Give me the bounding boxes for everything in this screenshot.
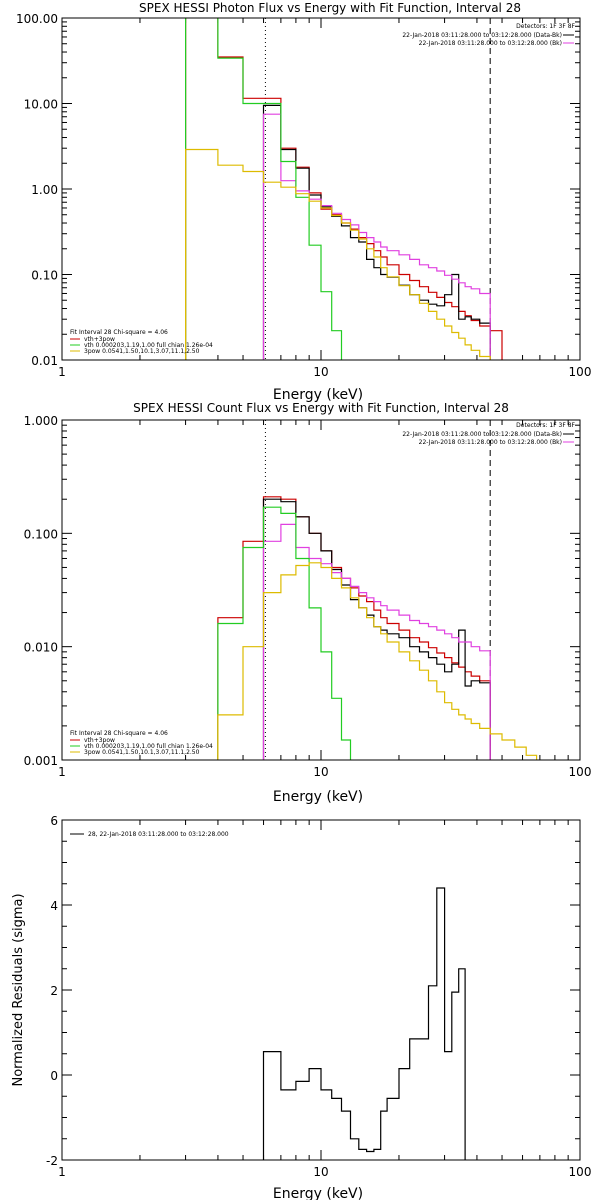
photon-ytick-label: 1.00 [31, 183, 58, 197]
count-header-line-1: Detectors: 1F 3F 8F [516, 422, 575, 429]
count-frame [61, 419, 581, 761]
photon-plot-area: 1 10 100 0.01 0.10 1.00 10.00 100.00 [16, 12, 592, 379]
photon-title: SPEX HESSI Photon Flux vs Energy with Fi… [139, 1, 521, 15]
photon-series-1 [262, 104, 491, 360]
residuals-xtick-label: 10 [313, 1165, 328, 1179]
residuals-xlabel: Energy (keV) [273, 1186, 363, 1200]
count-series-4 [217, 562, 538, 760]
count-header-line-2: 22-Jan-2018 03:11:28.000 to 03:12:28.000… [402, 431, 562, 438]
photon-xlabel: Energy (keV) [273, 387, 363, 403]
count-ytick-label: 0.010 [24, 641, 58, 655]
residuals-xtick-label: 1 [58, 1165, 66, 1179]
count-title: SPEX HESSI Count Flux vs Energy with Fit… [133, 401, 509, 415]
residuals-legend-line-1: 28, 22-Jan-2018 03:11:28.000 to 03:12:28… [88, 831, 229, 838]
count-legend-line-1: Fit Interval 28 Chi-square = 4.06 [70, 730, 168, 737]
count-series-0 [217, 496, 491, 760]
photon-ytick-label: 0.01 [31, 354, 58, 368]
photon-xtick-label: 100 [569, 365, 592, 379]
photon-ytick-label: 0.10 [31, 269, 58, 283]
photon-header-line-3: 22-Jan-2018 03:11:28.000 to 03:12:28.000… [419, 40, 562, 47]
count-legend-line-4: 3pow 0.0541,1.50,10.1,3.07,11.1,2.50 [84, 749, 200, 756]
count-xtick-label: 10 [313, 765, 328, 779]
photon-legend-line-4: 3pow 0.0541,1.50,10.1,3.07,11.1,2.50 [84, 348, 200, 355]
residuals-ytick-label: 4 [50, 899, 58, 913]
residuals-xtick-label: 100 [569, 1165, 592, 1179]
count-xlabel: Energy (keV) [273, 789, 363, 805]
count-series-3 [217, 506, 352, 760]
residuals-frame [61, 819, 581, 1161]
photon-series-2 [262, 113, 491, 360]
photon-legend-line-2: vth+3pow [84, 336, 115, 343]
residuals-ytick-label: 0 [50, 1069, 58, 1083]
photon-legend-line-3: vth 0.000203,1.19,1.00 full chian 1.26e-… [84, 342, 213, 349]
count-xtick-label: 100 [569, 765, 592, 779]
count-ytick-label: 1.000 [24, 414, 58, 428]
photon-header-line-1: Detectors: 1F 3F 8F [516, 23, 575, 30]
photon-xtick-label: 1 [58, 365, 66, 379]
count-xtick-label: 1 [58, 765, 66, 779]
count-ytick-label: 0.001 [24, 754, 58, 768]
count-header-line-3: 22-Jan-2018 03:11:28.000 to 03:12:28.000… [419, 439, 562, 446]
photon-xtick-label: 10 [313, 365, 328, 379]
residuals-ylabel: Normalized Residuals (sigma) [11, 893, 26, 1086]
count-ytick-label: 0.100 [24, 527, 58, 541]
count-plot-area: 1 10 100 0.001 0.010 0.100 1.000 [24, 414, 592, 779]
residuals-ytick-label: 6 [50, 814, 58, 828]
photon-legend-line-1: Fit Interval 28 Chi-square = 4.06 [70, 329, 168, 336]
photon-flux-panel: SPEX HESSI Photon Flux vs Energy with Fi… [16, 1, 592, 403]
residuals-plot-area: 1 10 100 -2 0 2 4 6 [46, 814, 592, 1179]
photon-series-3 [185, 18, 343, 360]
count-series-1 [262, 498, 491, 760]
count-legend-line-2: vth+3pow [84, 737, 115, 744]
count-series-2 [262, 523, 491, 760]
residuals-ytick-label: -2 [46, 1154, 58, 1168]
photon-header-line-2: 22-Jan-2018 03:11:28.000 to 03:12:28.000… [402, 32, 562, 39]
residuals-panel: 1 10 100 -2 0 2 4 6 28, 22-Jan-2018 03:11:28.00… [11, 814, 591, 1200]
count-legend-line-3: vth 0.000203,1.19,1.00 full chian 1.26e-… [84, 743, 213, 750]
photon-ytick-label: 10.00 [24, 98, 58, 112]
count-flux-panel: SPEX HESSI Count Flux vs Energy with Fit… [24, 401, 592, 805]
photon-frame [61, 17, 581, 361]
residuals-ytick-label: 2 [50, 984, 58, 998]
residuals-series-0 [262, 887, 466, 1160]
photon-ytick-label: 100.00 [16, 12, 58, 26]
photon-series-4 [185, 148, 491, 360]
